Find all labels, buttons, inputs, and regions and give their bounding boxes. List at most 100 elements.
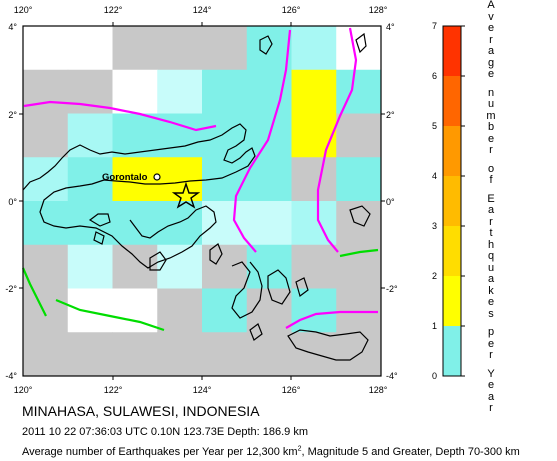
grid-cell — [246, 157, 292, 202]
svg-text:0°: 0° — [386, 197, 395, 207]
legend-title-letter: o — [487, 162, 495, 175]
grid-cell — [67, 201, 113, 246]
svg-text:-2°: -2° — [5, 284, 17, 294]
grid-cell — [157, 244, 203, 289]
region-title: MINAHASA, SULAWESI, INDONESIA — [22, 403, 260, 419]
svg-text:128°: 128° — [369, 385, 388, 395]
legend-title-letter: a — [487, 273, 495, 285]
grid-cell — [67, 332, 113, 377]
grid-cell — [202, 26, 248, 71]
legend-title-letter: r — [489, 402, 493, 414]
grid-cell — [291, 244, 337, 289]
svg-text:-4°: -4° — [5, 371, 17, 381]
grid-cell — [291, 113, 337, 158]
lat-ticks-left: 4° 2° 0° -2° -4° — [5, 22, 17, 381]
svg-text:126°: 126° — [282, 385, 301, 395]
plate-boundary-magenta-east — [316, 27, 358, 253]
legend-tick-label: 3 — [432, 221, 437, 231]
legend-title-letter: e — [487, 379, 495, 391]
grid-cell — [112, 157, 158, 202]
legend-title-letter: n — [487, 86, 495, 99]
grid-cell — [202, 332, 248, 377]
frame-ticks — [19, 22, 385, 380]
legend-title-letter: g — [487, 56, 495, 69]
grid-cell — [23, 69, 69, 114]
svg-text:120°: 120° — [14, 5, 33, 15]
legend-title-letter: e — [487, 68, 495, 80]
svg-text:2°: 2° — [386, 110, 395, 120]
legend-tick-label: 6 — [432, 71, 437, 81]
legend-title-letter: m — [486, 109, 496, 122]
legend-tick-label: 1 — [432, 321, 437, 331]
grid-cell — [336, 113, 382, 158]
grid-cell — [112, 332, 158, 377]
legend-tick-label: 4 — [432, 171, 437, 181]
grid-cell — [291, 332, 337, 377]
grid-cell — [67, 157, 113, 202]
legend-title-letter: u — [487, 98, 495, 110]
grid-cell — [291, 288, 337, 333]
event-details: 2011 10 22 07:36:03 UTC 0.10N 123.73E De… — [22, 426, 308, 438]
legend-color-segment — [443, 276, 461, 326]
legend-color-segment — [443, 326, 461, 376]
grid-cell — [23, 26, 69, 71]
legend-title-letter: a — [487, 204, 495, 216]
legend-title-letter: e — [487, 22, 495, 34]
grid-cell — [291, 201, 337, 246]
grid-cell — [157, 69, 203, 114]
legend-title-letter: a — [487, 45, 495, 57]
grid-cell — [202, 244, 248, 289]
seismicity-grid-cells — [23, 26, 382, 377]
grid-cell — [67, 26, 113, 71]
svg-text:126°: 126° — [282, 5, 301, 15]
legend-tick-label: 0 — [432, 371, 437, 381]
svg-text:124°: 124° — [193, 5, 212, 15]
legend-title-letter: a — [487, 390, 495, 403]
svg-text:2°: 2° — [8, 110, 17, 120]
legend-title-letter: b — [487, 121, 495, 133]
svg-text:4°: 4° — [8, 22, 17, 32]
grid-cell — [23, 332, 69, 377]
grid-cell — [291, 157, 337, 202]
plate-boundary-magenta-north — [23, 100, 217, 132]
legend-title-letter: q — [487, 250, 495, 262]
svg-text:0°: 0° — [8, 197, 17, 207]
legend-title-letter: v — [488, 10, 494, 23]
legend-color-segment — [443, 176, 461, 226]
legend-title-letter: s — [488, 307, 494, 320]
legend-tick-label: 2 — [432, 271, 437, 281]
legend-tick-labels: 0 1 2 3 4 5 6 7 — [432, 21, 465, 381]
grid-cell — [67, 288, 113, 333]
gorontalo-city-label: Gorontalo — [102, 172, 148, 183]
map-description: Average number of Earthquakes per Year p… — [22, 445, 520, 458]
grid-cell — [202, 113, 248, 158]
grid-cell — [157, 288, 203, 333]
gorontalo-city-marker — [153, 173, 161, 181]
legend-color-segment — [443, 126, 461, 176]
svg-text:-4°: -4° — [386, 371, 398, 381]
legend-title-letter: Y — [487, 367, 495, 380]
lat-ticks-right: 4° 2° 0° -2° -4° — [386, 22, 398, 381]
plate-boundary-green-south — [55, 298, 165, 332]
legend-title-letter: e — [487, 132, 495, 145]
legend-tick-label: 5 — [432, 121, 437, 131]
grid-cell — [23, 157, 69, 202]
svg-text:122°: 122° — [104, 385, 123, 395]
lon-ticks-top: 120° 122° 124° 126° 128° — [14, 5, 388, 15]
legend-title-letter: e — [487, 296, 495, 308]
lon-ticks-bottom: 120° 122° 124° 126° 128° — [14, 385, 388, 395]
legend-frame — [442, 25, 462, 377]
legend-title-letter: t — [489, 227, 493, 239]
plate-boundary-green-west — [21, 267, 47, 317]
grid-cell — [291, 26, 337, 71]
grid-cell — [157, 157, 203, 202]
svg-text:124°: 124° — [193, 385, 212, 395]
plate-boundaries — [21, 27, 379, 332]
svg-text:-2°: -2° — [386, 284, 398, 294]
grid-cell — [336, 201, 382, 246]
grid-cell — [67, 113, 113, 158]
legend-color-segment — [443, 76, 461, 126]
grid-cell — [112, 201, 158, 246]
